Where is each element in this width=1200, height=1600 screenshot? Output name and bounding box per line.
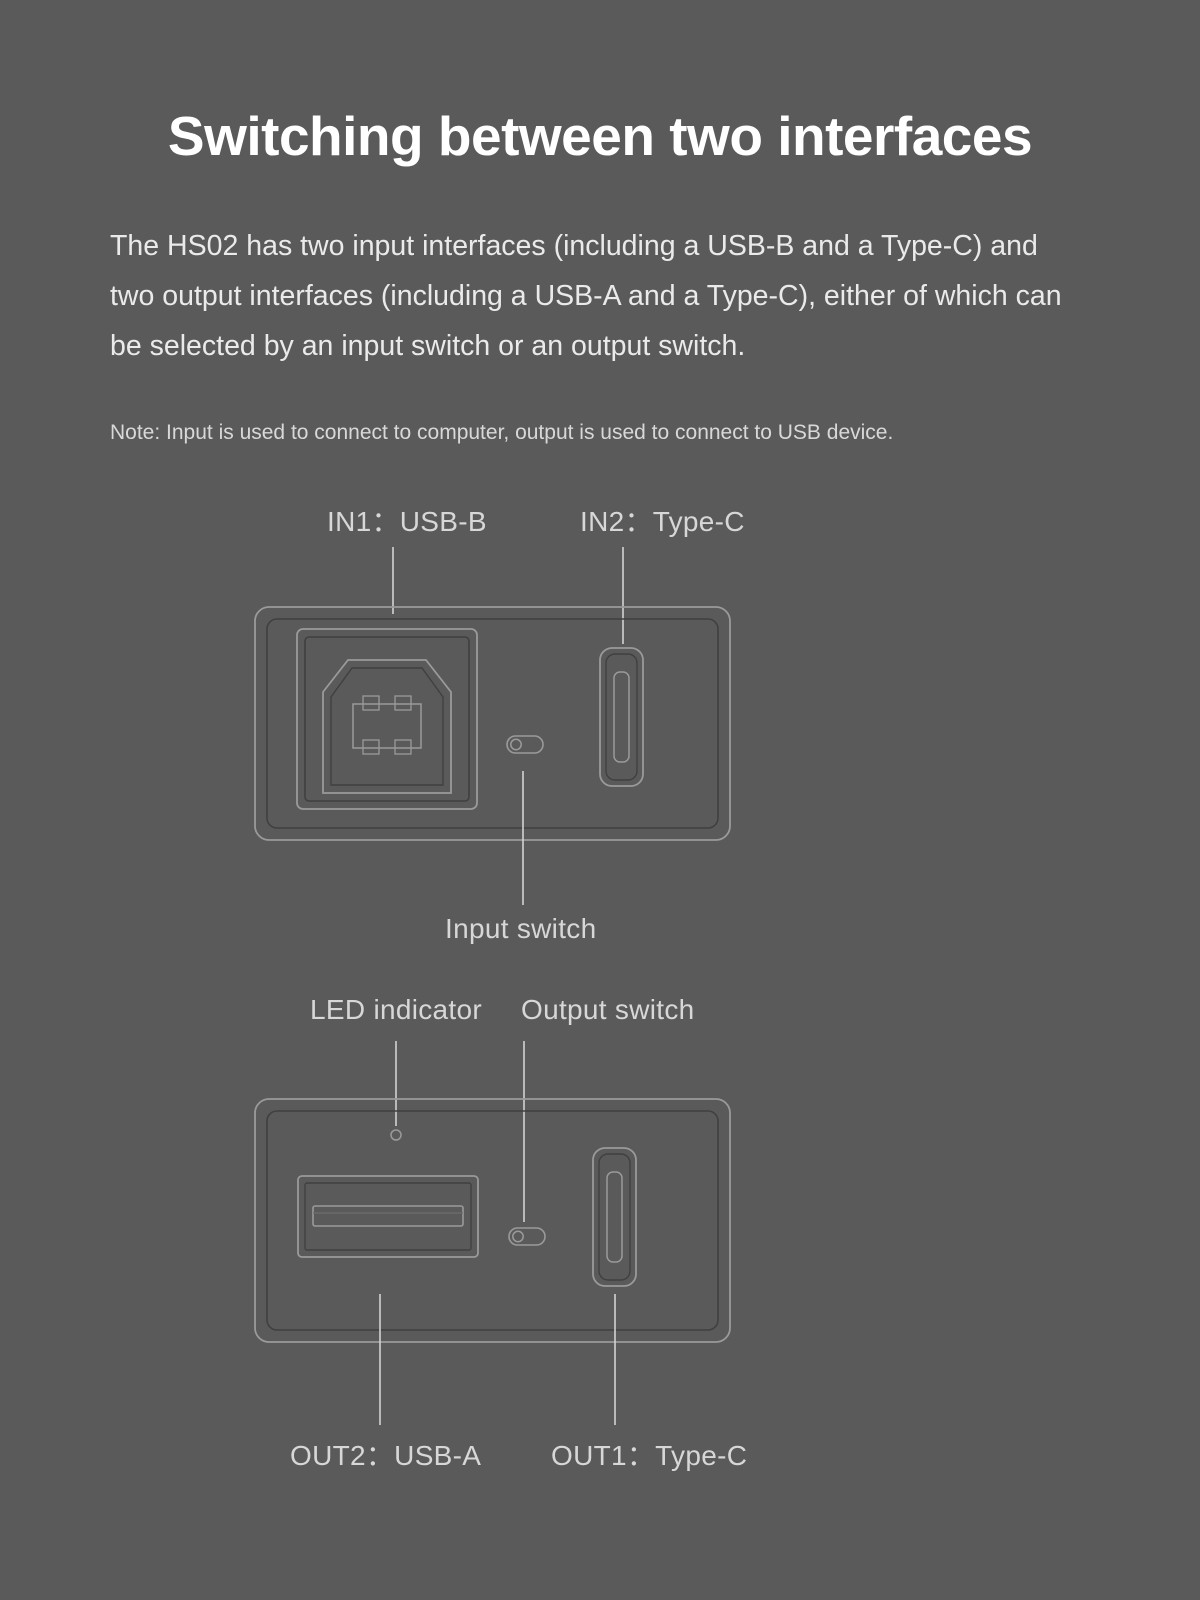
input-switch-icon — [507, 736, 543, 753]
type-c-port-icon — [600, 648, 643, 786]
label-in1-usb-b: IN1：USB-B — [327, 500, 487, 540]
page-title: Switching between two interfaces — [0, 104, 1200, 168]
input-enclosure-inner — [267, 619, 718, 828]
label-out2-usb-a: OUT2：USB-A — [290, 1434, 481, 1474]
page-body: The HS02 has two input interfaces (inclu… — [110, 222, 1090, 372]
input-enclosure-outer — [255, 607, 730, 840]
output-enclosure-outer — [255, 1099, 730, 1342]
label-led-indicator: LED indicator — [310, 994, 482, 1026]
input-panel — [255, 547, 730, 905]
led-indicator-icon — [391, 1130, 401, 1140]
label-in2-type-c: IN2：Type-C — [580, 500, 745, 540]
label-out1-type-c: OUT1：Type-C — [551, 1434, 747, 1474]
output-panel — [255, 1041, 730, 1425]
label-input-switch: Input switch — [445, 913, 596, 945]
label-output-switch: Output switch — [521, 994, 695, 1026]
usb-a-port-icon — [298, 1176, 478, 1257]
page-note: Note: Input is used to connect to comput… — [110, 418, 1090, 448]
output-enclosure-inner — [267, 1111, 718, 1330]
type-c-port-icon — [593, 1148, 636, 1286]
usb-b-port-icon — [297, 629, 477, 809]
output-switch-icon — [509, 1228, 545, 1245]
